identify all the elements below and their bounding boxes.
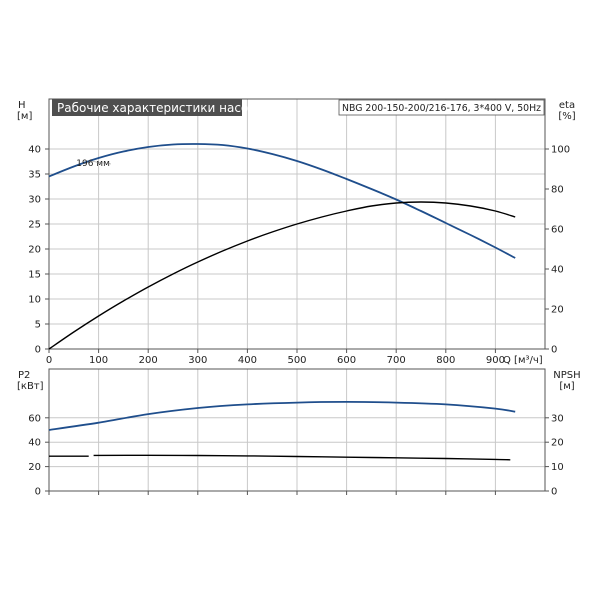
tick-label-x: 500	[287, 355, 306, 366]
tick-label-x: 100	[89, 355, 108, 366]
y-axis-label-left: H	[18, 100, 26, 111]
y-axis-label-left: P2	[18, 370, 30, 381]
series-line-1-2	[93, 454, 511, 461]
tick-label-left: 10	[28, 295, 41, 306]
series-line-0-1	[48, 201, 516, 350]
tick-label-right: 60	[551, 225, 564, 236]
tick-label-left: 40	[28, 145, 41, 156]
tick-label-right: 20	[551, 305, 564, 316]
bottom-plot: 0 20 40 60 0 10 20 30 P2[кВт] NPSH[м]	[17, 368, 581, 498]
tick-label-left: 40	[28, 438, 41, 449]
tick-label-left: 25	[28, 220, 41, 231]
tick-label-left: 0	[35, 487, 41, 498]
tick-label-x: 400	[238, 355, 257, 366]
tick-label-x: 300	[188, 355, 207, 366]
tick-label-x: 700	[387, 355, 406, 366]
tick-label-right: 80	[551, 185, 564, 196]
tick-label-left: 0	[35, 345, 41, 356]
y-axis-unit-left: [м]	[17, 111, 32, 122]
y-axis-label-right: eta	[559, 100, 575, 111]
tick-label-right: 0	[551, 345, 557, 356]
tick-label-right: 30	[551, 413, 564, 424]
tick-label-right: 20	[551, 438, 564, 449]
tick-label-left: 30	[28, 195, 41, 206]
curve-label: 196 мм	[76, 159, 110, 169]
tick-label-x: 900	[486, 355, 505, 366]
tick-label-right: 40	[551, 265, 564, 276]
chart-title: Рабочие характеристики насоса	[57, 101, 262, 115]
tick-label-left: 20	[28, 462, 41, 473]
curve-label-leader	[88, 160, 112, 165]
y-axis-unit-right: [м]	[559, 381, 574, 392]
y-axis-label-right: NPSH	[553, 370, 580, 381]
tick-label-x: 800	[436, 355, 455, 366]
title-box	[52, 99, 242, 116]
series-line-1-0	[48, 400, 516, 431]
tick-label-right: 0	[551, 487, 557, 498]
tick-label-right: 10	[551, 462, 564, 473]
tick-label-x: 0	[46, 355, 52, 366]
tick-label-left: 15	[28, 270, 41, 281]
tick-label-left: 5	[35, 320, 41, 331]
tick-label-left: 60	[28, 413, 41, 424]
series-line-0-0	[48, 143, 516, 259]
y-axis-unit-left: [кВт]	[17, 381, 44, 392]
tick-label-x: 200	[139, 355, 158, 366]
tick-label-right: 100	[551, 145, 570, 156]
chart-subtitle: NBG 200-150-200/216-176, 3*400 V, 50Hz	[342, 103, 541, 114]
x-axis-label: Q [м³/ч]	[503, 355, 543, 366]
tick-label-left: 35	[28, 170, 41, 181]
tick-label-x: 600	[337, 355, 356, 366]
tick-label-left: 20	[28, 245, 41, 256]
info-box	[338, 99, 545, 116]
y-axis-unit-right: [%]	[558, 111, 575, 122]
